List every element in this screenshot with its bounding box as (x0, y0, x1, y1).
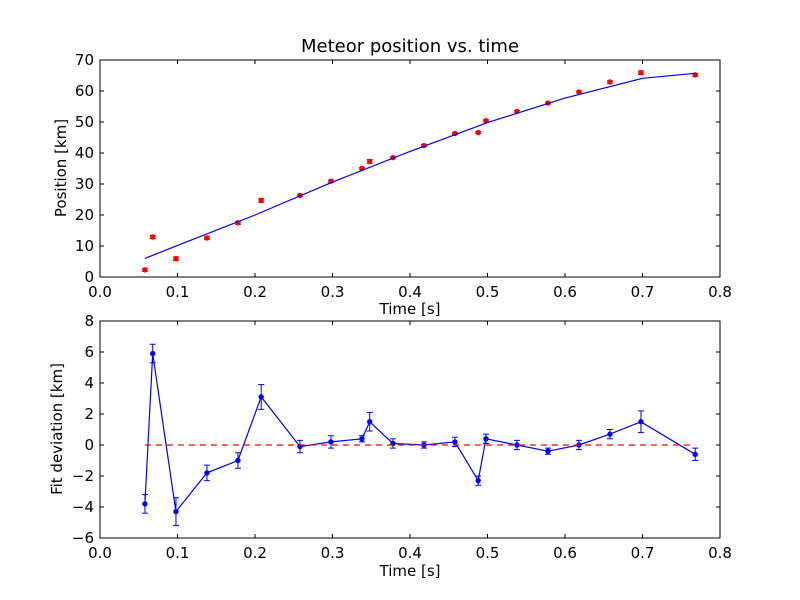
position-plot-data-point (150, 234, 156, 240)
deviation-plot-xtick-label: 0.4 (398, 544, 422, 562)
position-plot-ytick-label: 60 (75, 82, 94, 100)
deviation-plot-data-point (142, 501, 148, 507)
deviation-plot-ytick-label: 4 (84, 374, 94, 392)
position-plot-fit-line (144, 72, 696, 259)
deviation-plot-data-point (204, 470, 210, 476)
deviation-plot-data-point (483, 436, 489, 442)
deviation-plot-ytick-label: 2 (84, 405, 94, 423)
deviation-plot-xtick-label: 0.3 (321, 544, 345, 562)
deviation-plot-data-point (150, 350, 156, 357)
deviation-plot-data-point (692, 451, 698, 457)
deviation-plot-data-point (235, 457, 241, 464)
deviation-plot-ytick-label: −2 (72, 467, 94, 485)
deviation-plot-data-point (359, 436, 365, 442)
position-plot-data-point (638, 70, 644, 76)
deviation-plot-data-point (367, 419, 373, 425)
position-plot-xtick-label: 0.6 (553, 283, 577, 301)
position-plot-xtick-label: 0.3 (321, 283, 345, 301)
deviation-plot-data-point (607, 431, 613, 437)
deviation-plot-ytick-label: 0 (84, 436, 94, 454)
deviation-plot-marks (141, 343, 699, 527)
deviation-plot-ylabel: Fit deviation [km] (48, 363, 66, 495)
deviation-plot-data-point (545, 448, 551, 454)
position-plot-data-point (367, 158, 373, 165)
position-plot-data-point (142, 267, 148, 273)
deviation-plot-data-point (475, 477, 481, 484)
position-plot-marks (141, 70, 699, 273)
position-plot-xtick-label: 0.4 (398, 283, 422, 301)
deviation-plot-data-point (173, 508, 179, 515)
position-plot-xtick-label: 0.8 (708, 283, 732, 301)
deviation-plot-ytick-label: 6 (84, 343, 94, 361)
position-plot-ytick-label: 50 (75, 113, 94, 131)
position-plot-xtick-label: 0.0 (88, 283, 112, 301)
position-plot-ytick-label: 20 (75, 206, 94, 224)
position-plot-ytick-label: 40 (75, 144, 94, 162)
deviation-plot-data-point (328, 439, 334, 445)
position-plot-data-point (576, 89, 582, 95)
deviation-plot-xtick-label: 0.8 (708, 544, 732, 562)
position-plot-data-point (258, 197, 264, 204)
deviation-plot-xlabel: Time [s] (379, 562, 441, 580)
deviation-plot: 0.0 0.1 0.2 0.3 0.4 0.5 0.6 0.7 0.8 −6 −4 −2 0 2 4 6 8 T… (48, 312, 732, 580)
position-plot-xtick-label: 0.5 (476, 283, 500, 301)
deviation-plot-xtick-label: 0.0 (88, 544, 112, 562)
position-plot-ylabel: Position [km] (52, 119, 70, 217)
position-plot-title: Meteor position vs. time (301, 36, 519, 57)
deviation-plot-ytick-label: 8 (84, 312, 94, 330)
position-plot-ytick-label: 30 (75, 175, 94, 193)
deviation-plot-xtick-label: 0.7 (631, 544, 655, 562)
deviation-plot-data-point (258, 394, 264, 400)
deviation-plot-data-point (452, 439, 458, 445)
deviation-plot-xtick-label: 0.5 (476, 544, 500, 562)
position-plot: Meteor position vs. time 0.0 0.1 0.2 0.3 0.4… (52, 36, 732, 318)
deviation-plot-data-point (514, 442, 520, 448)
deviation-plot-ytick-label: −4 (72, 498, 94, 516)
position-plot-xtick-label: 0.1 (166, 283, 190, 301)
deviation-plot-xtick-label: 0.2 (243, 544, 267, 562)
position-plot-data-point (173, 256, 179, 262)
position-plot-xlabel: Time [s] (379, 300, 441, 318)
deviation-plot-data-point (638, 419, 644, 425)
position-plot-xtick-label: 0.2 (243, 283, 267, 301)
position-plot-data-point (475, 129, 481, 136)
position-plot-ticks: 0.0 0.1 0.2 0.3 0.4 0.5 0.6 0.7 0.8 0 10 20 30 40 50 60… (75, 51, 732, 301)
deviation-plot-ticks: 0.0 0.1 0.2 0.3 0.4 0.5 0.6 0.7 0.8 −6 −4 −2 0 2 4 6 8 (72, 312, 732, 562)
position-plot-ytick-label: 70 (75, 51, 94, 69)
position-plot-data-point (204, 235, 210, 241)
position-plot-ytick-label: 10 (75, 237, 94, 255)
position-plot-ytick-label: 0 (84, 268, 94, 286)
position-plot-data-point (607, 79, 613, 85)
position-plot-xtick-label: 0.7 (631, 283, 655, 301)
deviation-plot-xtick-label: 0.6 (553, 544, 577, 562)
deviation-plot-xtick-label: 0.1 (166, 544, 190, 562)
deviation-plot-ytick-label: −6 (72, 529, 94, 547)
